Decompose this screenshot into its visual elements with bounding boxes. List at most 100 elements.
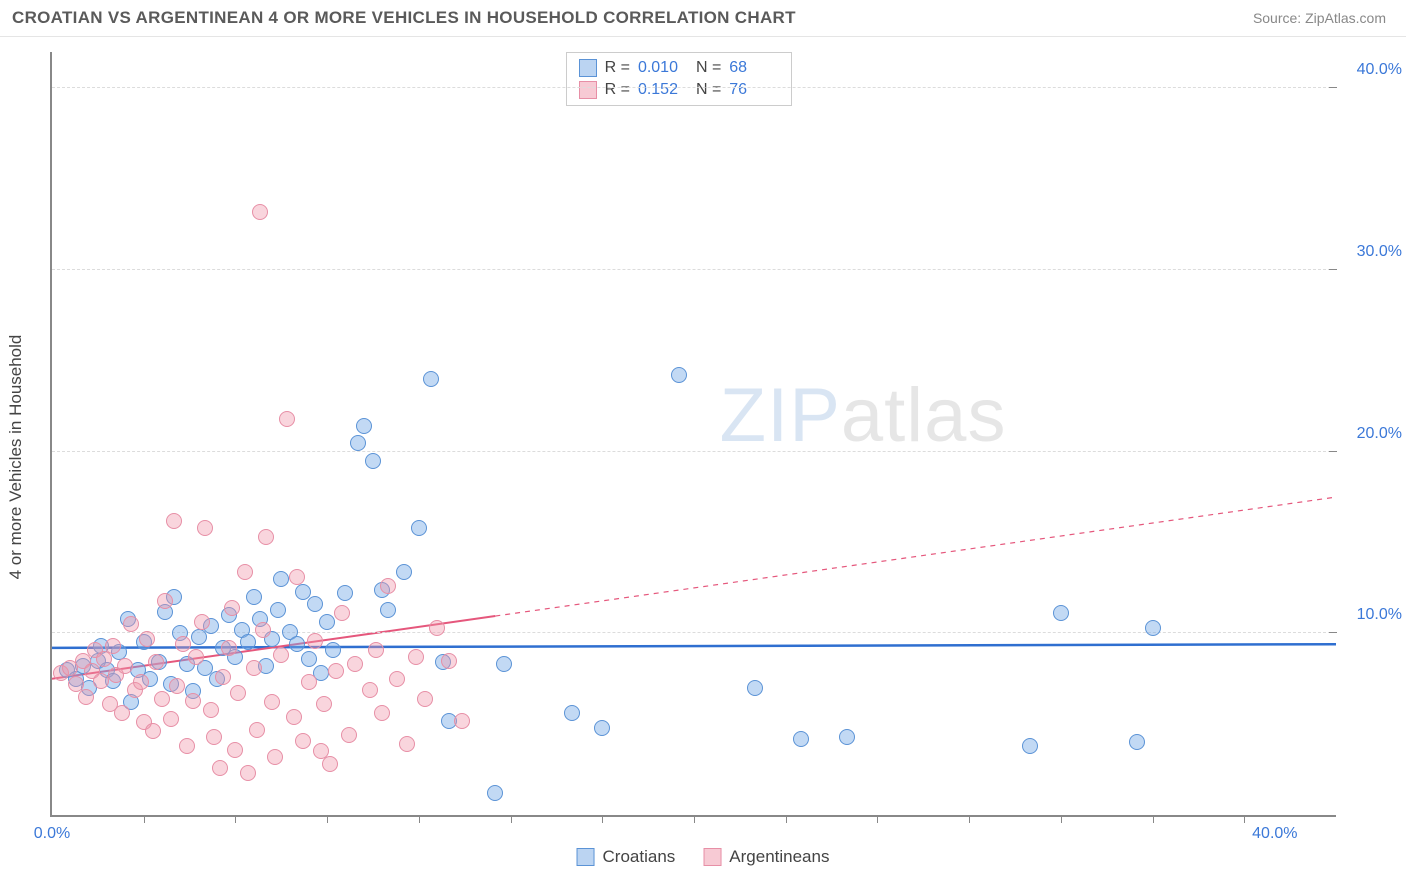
chart-header: CROATIAN VS ARGENTINEAN 4 OR MORE VEHICL…	[0, 0, 1406, 37]
pink-point	[206, 729, 222, 745]
blue-point	[240, 634, 256, 650]
y-tick-mark	[1329, 87, 1337, 88]
pink-point	[334, 605, 350, 621]
pink-point	[408, 649, 424, 665]
x-tick-label: 0.0%	[34, 825, 70, 843]
r-value: 0.152	[638, 81, 688, 99]
blue-point	[301, 651, 317, 667]
pink-point	[148, 654, 164, 670]
blue-point	[307, 596, 323, 612]
chart-source: Source: ZipAtlas.com	[1253, 10, 1386, 26]
pink-point	[295, 733, 311, 749]
n-label: N =	[696, 59, 721, 77]
pink-point	[341, 727, 357, 743]
pink-point	[267, 749, 283, 765]
y-tick-label: 20.0%	[1342, 425, 1402, 443]
pink-point	[252, 204, 268, 220]
pink-point	[78, 689, 94, 705]
pink-point	[133, 674, 149, 690]
pink-point	[185, 693, 201, 709]
blue-point	[839, 729, 855, 745]
pink-point	[166, 513, 182, 529]
stats-legend: R =0.010N =68R =0.152N =76	[566, 52, 793, 106]
blue-point	[487, 785, 503, 801]
pink-point	[316, 696, 332, 712]
pink-point	[279, 411, 295, 427]
pink-point	[249, 722, 265, 738]
pink-point	[224, 600, 240, 616]
pink-point	[347, 656, 363, 672]
blue-point	[350, 435, 366, 451]
blue-point	[295, 584, 311, 600]
n-label: N =	[696, 81, 721, 99]
pink-point	[389, 671, 405, 687]
chart-title: CROATIAN VS ARGENTINEAN 4 OR MORE VEHICL…	[12, 8, 796, 28]
pink-point	[154, 691, 170, 707]
blue-point	[496, 656, 512, 672]
stats-row: R =0.010N =68	[575, 57, 784, 79]
x-tick-mark	[1153, 815, 1154, 823]
trend-line-pink-dashed	[495, 497, 1336, 616]
pink-point	[255, 622, 271, 638]
blue-point	[1129, 734, 1145, 750]
legend-item: Croatians	[577, 847, 676, 867]
plot-region: ZIPatlas R =0.010N =68R =0.152N =76 10.0…	[50, 52, 1336, 817]
blue-swatch-icon	[577, 848, 595, 866]
pink-point	[380, 578, 396, 594]
pink-point	[417, 691, 433, 707]
blue-point	[356, 418, 372, 434]
y-tick-label: 30.0%	[1342, 243, 1402, 261]
pink-point	[215, 669, 231, 685]
pink-point	[114, 705, 130, 721]
r-label: R =	[605, 59, 630, 77]
x-tick-mark	[1061, 815, 1062, 823]
pink-point	[194, 614, 210, 630]
blue-point	[396, 564, 412, 580]
pink-point	[328, 663, 344, 679]
blue-point	[273, 571, 289, 587]
blue-point	[289, 636, 305, 652]
y-tick-mark	[1329, 632, 1337, 633]
r-label: R =	[605, 81, 630, 99]
y-tick-mark	[1329, 451, 1337, 452]
blue-swatch-icon	[579, 59, 597, 77]
chart-area: 4 or more Vehicles in Household ZIPatlas…	[0, 37, 1406, 877]
y-tick-label: 10.0%	[1342, 606, 1402, 624]
pink-point	[322, 756, 338, 772]
blue-point	[319, 614, 335, 630]
pink-point	[197, 520, 213, 536]
pink-point	[240, 765, 256, 781]
pink-point	[230, 685, 246, 701]
blue-point	[337, 585, 353, 601]
pink-point	[301, 674, 317, 690]
blue-point	[564, 705, 580, 721]
blue-point	[423, 371, 439, 387]
pink-point	[163, 711, 179, 727]
pink-point	[157, 593, 173, 609]
legend-label: Argentineans	[729, 847, 829, 867]
stats-row: R = 0.152 N = 76	[575, 79, 784, 101]
pink-point	[362, 682, 378, 698]
blue-point	[325, 642, 341, 658]
blue-point	[246, 589, 262, 605]
legend-label: Croatians	[603, 847, 676, 867]
gridline-h	[52, 269, 1336, 270]
pink-point	[175, 636, 191, 652]
pink-point	[307, 633, 323, 649]
blue-point	[671, 367, 687, 383]
n-value: 76	[729, 81, 779, 99]
pink-swatch-icon	[703, 848, 721, 866]
blue-point	[380, 602, 396, 618]
blue-point	[411, 520, 427, 536]
pink-point	[203, 702, 219, 718]
pink-point	[227, 742, 243, 758]
blue-point	[747, 680, 763, 696]
blue-point	[1145, 620, 1161, 636]
pink-point	[93, 673, 109, 689]
blue-point	[365, 453, 381, 469]
pink-point	[117, 658, 133, 674]
pink-point	[139, 631, 155, 647]
watermark-light: atlas	[841, 373, 1007, 458]
pink-point	[123, 616, 139, 632]
pink-point	[374, 705, 390, 721]
